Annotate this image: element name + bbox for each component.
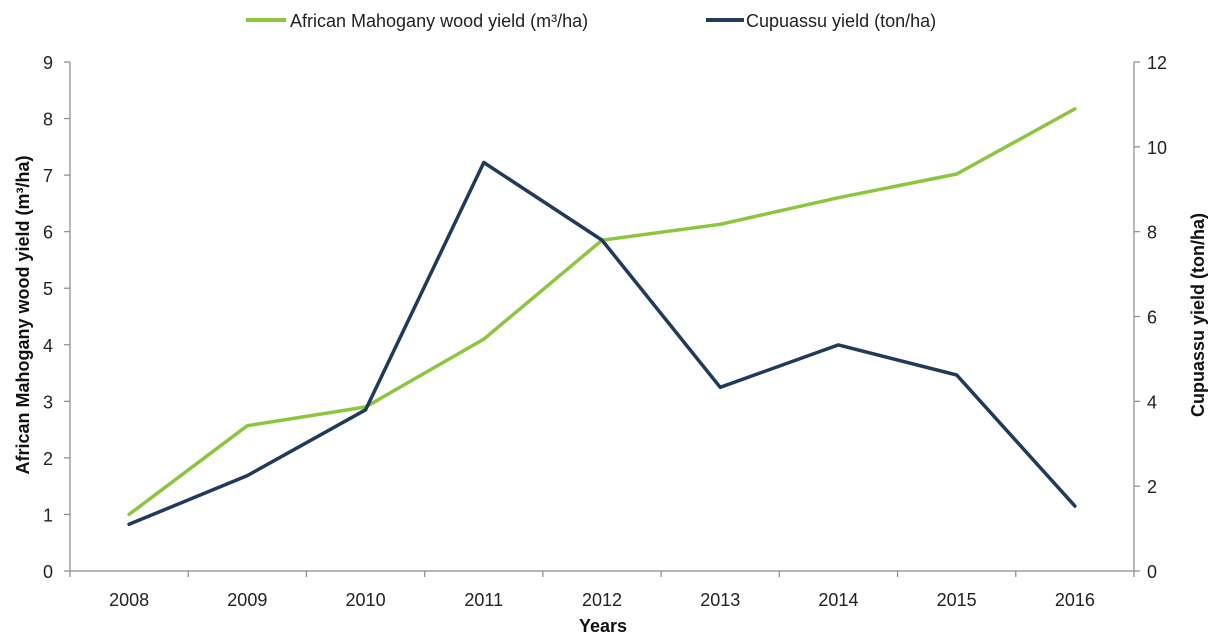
x-tick-label: 2013 <box>700 590 740 610</box>
series-lines <box>127 107 1077 527</box>
y-left-tick-label: 0 <box>43 562 53 582</box>
x-tick-label: 2010 <box>346 590 386 610</box>
y-left-tick-label: 4 <box>43 336 53 356</box>
x-tick-label: 2009 <box>227 590 267 610</box>
y-left-tick-label: 3 <box>43 392 53 412</box>
y-left-tick-label: 7 <box>43 166 53 186</box>
legend: African Mahogany wood yield (m³/ha) Cupu… <box>246 11 936 31</box>
y-axis-left-ticks: 0 1 2 3 4 5 6 7 8 9 <box>43 53 70 582</box>
y-left-tick-label: 1 <box>43 505 53 525</box>
y-axis-right-ticks: 0 2 4 6 8 10 12 <box>1134 53 1167 582</box>
y-right-tick-label: 10 <box>1147 138 1167 158</box>
series-line-cupuassu <box>127 160 1077 527</box>
x-axis-ticks: 2008 2009 2010 2011 2012 2013 2014 2015 2016 <box>69 571 1135 610</box>
x-tick-label: 2016 <box>1055 590 1095 610</box>
y-left-tick-label: 5 <box>43 279 53 299</box>
x-tick-label: 2012 <box>582 590 622 610</box>
legend-label-mahogany: African Mahogany wood yield (m³/ha) <box>290 11 588 31</box>
y-right-tick-label: 6 <box>1147 308 1157 328</box>
x-tick-label: 2011 <box>464 590 503 610</box>
y-left-tick-label: 6 <box>43 223 53 243</box>
y-right-tick-label: 2 <box>1147 477 1157 497</box>
y-right-tick-label: 4 <box>1147 392 1157 412</box>
x-tick-label: 2014 <box>818 590 858 610</box>
series-line-mahogany <box>127 107 1077 517</box>
y-axis-right-title: Cupuassu yield (ton/ha) <box>1188 213 1208 417</box>
x-tick-label: 2015 <box>937 590 977 610</box>
axes <box>69 62 1135 572</box>
y-left-tick-label: 2 <box>43 449 53 469</box>
y-left-tick-label: 8 <box>43 110 53 130</box>
legend-label-cupuassu: Cupuassu yield (ton/ha) <box>746 11 936 31</box>
x-tick-label: 2008 <box>109 590 149 610</box>
y-left-tick-label: 9 <box>43 53 53 73</box>
y-right-tick-label: 0 <box>1147 562 1157 582</box>
y-axis-left-title: African Mahogany wood yield (m³/ha) <box>13 155 33 474</box>
y-right-tick-label: 12 <box>1147 53 1167 73</box>
y-right-tick-label: 8 <box>1147 223 1157 243</box>
x-axis-title: Years <box>579 616 627 635</box>
